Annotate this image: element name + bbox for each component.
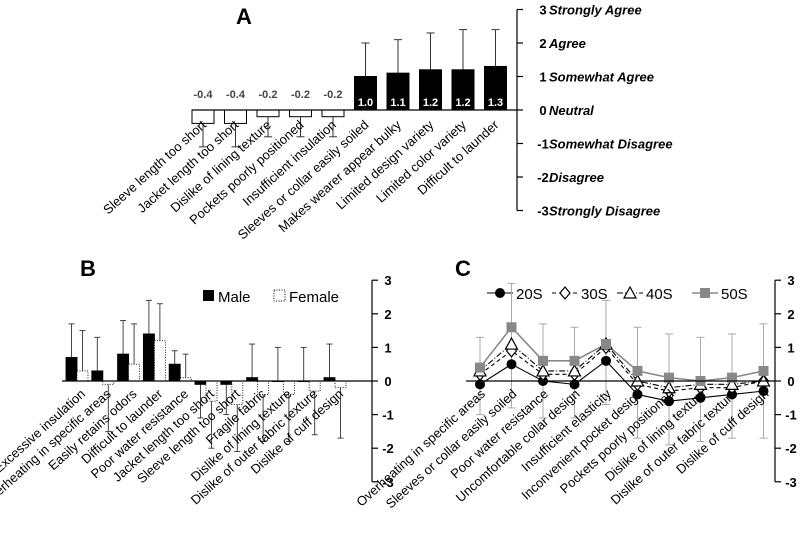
panel-c-point-50s: [632, 365, 643, 376]
panel-c-point-20s: [695, 392, 706, 403]
panel-a-scale-somewhat-agree: Somewhat Agree: [549, 70, 654, 85]
panel-a-scale-agree: Agree: [548, 36, 586, 51]
panel-a-value-label: -0.4: [226, 89, 246, 101]
panel-c-point-50s: [758, 365, 769, 376]
panel-c-tick-label: -3: [785, 475, 797, 490]
panel-b-bar-male-overheating-in-specific-areas: [91, 370, 104, 382]
panel-a: A -0.4 -0.4 -0.2 -0.2 -0.2 1.0 1.1 1.2 1.2 1.3 -3 -…: [100, 3, 672, 243]
panel-c-tick-label: -1: [785, 408, 797, 423]
panel-c-legend: 20S 30S 40S 50S: [487, 285, 748, 303]
panel-a-value-label: 1.0: [358, 97, 373, 109]
panel-c-point-50s: [475, 362, 485, 373]
panel-c-point-50s: [727, 372, 737, 383]
panel-a-value-label: -0.2: [291, 89, 310, 101]
legend-swatch-male: [203, 290, 214, 301]
panel-b-bar-male-excessive-insulation: [65, 357, 78, 382]
panel-c-point-20s: [664, 396, 674, 407]
panel-c-point-20s: [569, 379, 580, 390]
panel-a-scale-somewhat-disagree: Somewhat Disagree: [549, 137, 673, 152]
panel-b-tick-label: -2: [382, 441, 394, 456]
panel-b-bar-male-easily-retains-odors: [117, 353, 130, 382]
panel-c-line-40s: [479, 343, 764, 389]
panel-c-label: C: [455, 256, 471, 281]
panel-c-point-50s: [569, 355, 580, 366]
panel-c-point-20s: [758, 386, 769, 397]
panel-a-value-label: 1.2: [455, 97, 470, 109]
panel-b-bar-male-difficult-to-launder: [142, 333, 155, 382]
panel-a-bar-pockets-poorly-positioned: [289, 109, 312, 118]
panel-a-tick-label: 2: [539, 36, 546, 51]
panel-a-scale-strongly-agree: Strongly Agree: [549, 3, 642, 18]
panel-c-point-40s: [504, 336, 519, 350]
panel-a-scale-strongly-disagree: Strongly Disagree: [549, 204, 660, 219]
legend-label-40s: 40S: [646, 286, 673, 303]
panel-c-line-30s: [479, 346, 764, 392]
panel-a-value-label: 1.2: [423, 97, 438, 109]
legend-label-male: Male: [218, 289, 251, 306]
panel-c-point-20s: [475, 379, 485, 390]
panel-a-label: A: [236, 4, 252, 29]
panel-a-tick-label: 3: [539, 3, 546, 18]
panel-a-tick-label: -3: [537, 204, 549, 219]
panel-b-tick-label: 1: [384, 340, 391, 355]
panel-a-value-label: -0.4: [194, 89, 214, 101]
panel-a-value-label: -0.2: [259, 89, 278, 101]
panel-c-line-20s: [479, 360, 764, 402]
panel-c-category-label: Sleeves or collar easily soiled: [383, 386, 520, 511]
panel-b-tick-label: -3: [382, 475, 394, 490]
panel-c-point-40s: [661, 380, 677, 394]
panel-b-bar-female-dislike-of-cuff-design: [334, 380, 347, 389]
panel-a-value-label: -0.2: [324, 89, 343, 101]
panel-a-bar-dislike-of-lining-texture: [256, 109, 280, 118]
panel-a-scale-neutral: Neutral: [549, 103, 594, 118]
panel-b-bar-female-difficult-to-launder: [153, 340, 166, 382]
panel-c-point-50s: [506, 322, 517, 333]
panel-b-tick-label: 3: [384, 273, 391, 288]
panel-c-point-40s: [535, 363, 551, 377]
legend-marker-30s: [559, 286, 571, 300]
panel-a-tick-label: 1: [539, 70, 546, 85]
legend-marker-20s: [495, 288, 505, 298]
panel-c-tick-label: 0: [787, 374, 794, 389]
legend-label-50s: 50S: [721, 286, 748, 303]
panel-a-tick-label: 0: [539, 103, 546, 118]
panel-c-line-50s: [479, 326, 764, 382]
legend-marker-40s: [622, 285, 638, 299]
panel-a-value-label: 1.3: [488, 97, 503, 109]
panel-a-bar-insufficient-insulation: [321, 109, 345, 118]
panel-c-point-50s: [538, 355, 548, 366]
legend-label-20s: 20S: [516, 286, 543, 303]
panel-b-bar-male-poor-water-resistance: [168, 363, 181, 382]
panel-b-label: B: [80, 256, 96, 281]
panel-c-point-20s: [506, 359, 517, 370]
panel-c-tick-label: 3: [787, 273, 794, 288]
legend-label-30s: 30S: [581, 286, 608, 303]
panel-c-point-50s: [601, 339, 611, 350]
panel-b-bar-female-easily-retains-odors: [128, 363, 141, 382]
panel-a-tick-label: -2: [537, 170, 549, 185]
panel-c-point-40s: [724, 377, 740, 390]
panel-c-tick-label: -2: [785, 441, 797, 456]
panel-b-bar-female-poor-water-resistance: [179, 377, 192, 382]
panel-a-value-label: 1.1: [390, 97, 405, 109]
panel-c-point-50s: [664, 372, 674, 383]
panel-c-tick-label: 1: [787, 340, 794, 355]
legend-marker-50s: [700, 288, 710, 298]
panel-a-tick-label: -1: [537, 137, 549, 152]
panel-c-tick-label: 2: [787, 307, 794, 322]
panel-b-tick-label: 2: [384, 307, 391, 322]
panel-b-tick-label: -1: [382, 408, 394, 423]
panel-c-point-40s: [567, 363, 582, 377]
legend-label-female: Female: [289, 289, 339, 306]
panel-c-point-20s: [601, 355, 611, 366]
panel-c-point-20s: [632, 389, 643, 400]
panel-a-scale-disagree: Disagree: [549, 170, 604, 185]
panel-b-bar-female-excessive-insulation: [76, 370, 89, 382]
panel-b-legend: Male Female: [203, 289, 339, 306]
panel-b-tick-label: 0: [384, 374, 391, 389]
legend-swatch-female: [273, 289, 286, 302]
